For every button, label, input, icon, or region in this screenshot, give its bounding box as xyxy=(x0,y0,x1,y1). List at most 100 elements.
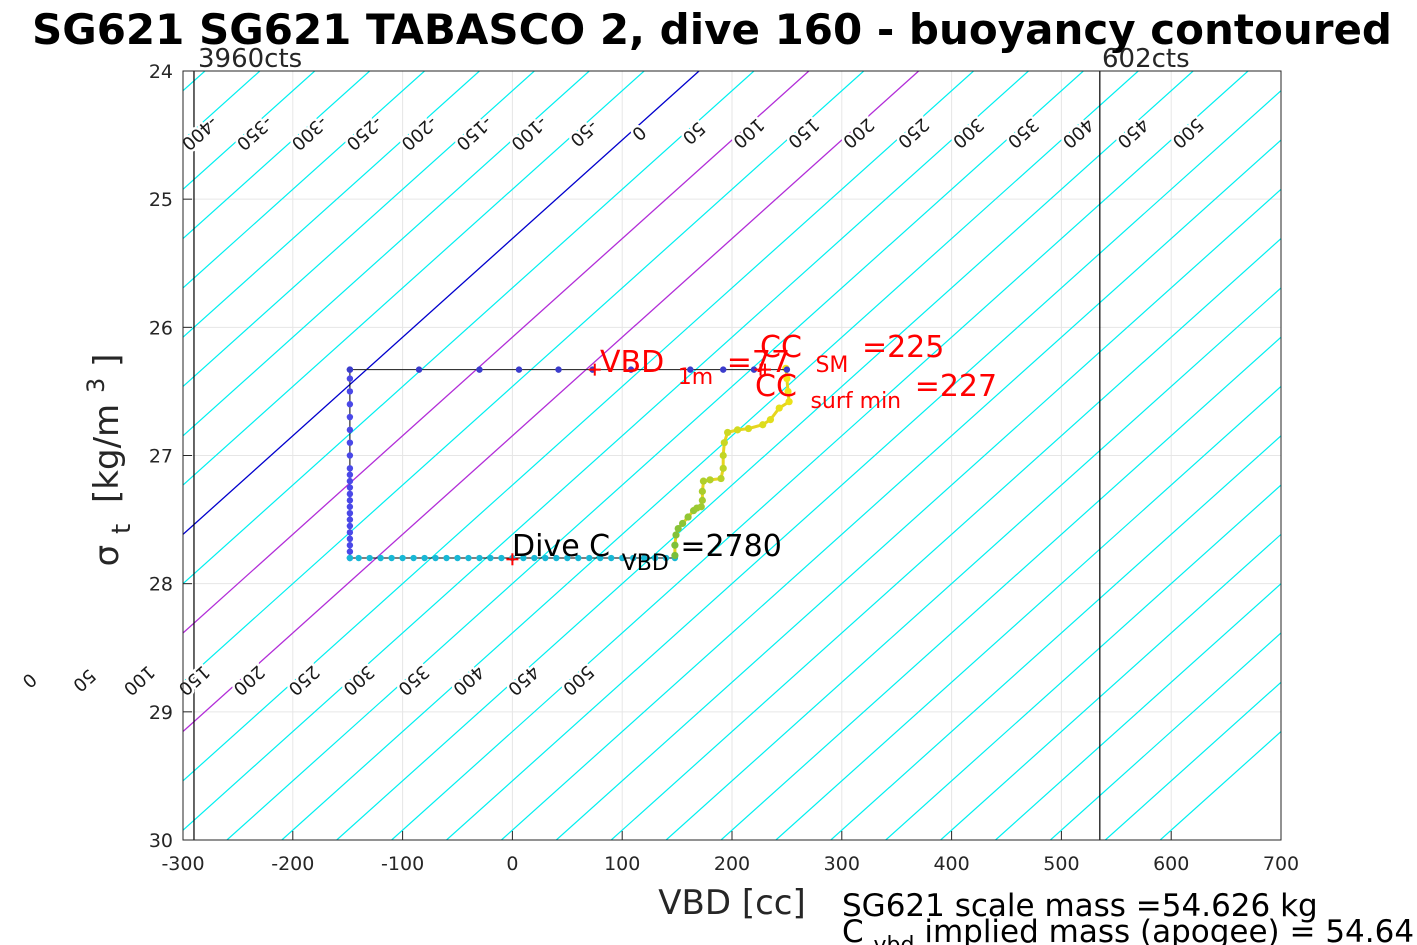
track-point xyxy=(717,474,725,483)
track-point xyxy=(719,451,727,460)
scale-mass-text: SG621 scale mass =54.626 kg xyxy=(842,888,1318,924)
contour-line xyxy=(391,71,1249,840)
track-point xyxy=(346,497,354,504)
vbd-1m-sub: 1m xyxy=(678,365,713,390)
track-point xyxy=(542,554,549,562)
contour-line xyxy=(183,71,700,536)
y-tick-label: 30 xyxy=(149,830,173,852)
track-point xyxy=(564,554,571,562)
track-point xyxy=(346,484,354,491)
y-axis-label: σ t [kg/m 3 ] xyxy=(73,354,139,567)
track-point xyxy=(597,554,604,562)
track-point xyxy=(346,471,354,478)
track-point xyxy=(520,554,527,562)
track-point xyxy=(766,416,775,424)
cc-sm-annotation: CC SM =225 xyxy=(760,330,944,380)
track-point xyxy=(454,554,461,562)
y-label-sup: 3 xyxy=(82,378,110,393)
track-point xyxy=(744,424,753,433)
cc-sm-sub: SM xyxy=(815,353,848,378)
track-point xyxy=(640,554,648,562)
contour-line xyxy=(830,434,1281,840)
x-tick-label: -100 xyxy=(381,853,424,875)
x-tick-label: 200 xyxy=(714,853,750,875)
contour-line xyxy=(501,139,1281,840)
contour-line xyxy=(940,533,1281,840)
track-point xyxy=(719,464,727,472)
track-point xyxy=(346,503,354,510)
track-point xyxy=(784,387,792,396)
x-tick-label: 300 xyxy=(824,853,860,875)
vbd-limit-label-min: 3960cts xyxy=(198,44,302,74)
y-tick-label: 29 xyxy=(149,702,173,724)
track-point xyxy=(697,503,705,511)
track-point xyxy=(651,554,659,562)
track-point xyxy=(629,554,637,562)
contour-line xyxy=(446,89,1281,840)
track-point xyxy=(627,366,635,373)
track-point xyxy=(346,509,354,517)
y-tick-label: 24 xyxy=(149,61,173,83)
buoyancy-contours xyxy=(0,71,1281,840)
track-point xyxy=(346,439,354,446)
track-point xyxy=(346,516,354,523)
contour-line xyxy=(1050,632,1281,840)
track-point xyxy=(733,426,742,434)
contour-line xyxy=(183,71,920,733)
track-point xyxy=(619,554,626,562)
vbd-1m-base: VBD xyxy=(600,345,664,380)
track-point xyxy=(346,465,354,472)
dive-track xyxy=(346,364,793,562)
contour-line xyxy=(775,385,1281,840)
contour-line xyxy=(183,71,371,240)
contour-line xyxy=(885,484,1281,840)
y-tick-label: 26 xyxy=(149,317,173,339)
contour-label-bottom: 50 xyxy=(68,665,99,696)
track-point xyxy=(476,554,483,562)
track-point xyxy=(415,366,423,373)
contour-line xyxy=(610,237,1281,840)
implied-mass-sub: vbd xyxy=(874,933,915,945)
cc-surf-value: =227 xyxy=(915,369,997,404)
track-point xyxy=(346,529,354,536)
track-point xyxy=(346,490,354,498)
track-point xyxy=(672,531,680,539)
track-point xyxy=(724,428,732,437)
track-point xyxy=(346,542,354,549)
implied-mass-text: C vbd implied mass (apogee) = 54.64 xyxy=(842,914,1414,945)
contour-line xyxy=(720,336,1281,840)
dive-cvbd-value: =2780 xyxy=(680,529,781,564)
contour-line xyxy=(226,71,1084,840)
cc-surf-sub: surf min xyxy=(810,389,901,414)
contour-line xyxy=(183,71,590,437)
track-point xyxy=(783,366,791,373)
track-point xyxy=(608,554,615,562)
track-point xyxy=(750,366,758,373)
track-point xyxy=(555,366,562,373)
x-tick-label: -300 xyxy=(161,853,204,875)
contour-line xyxy=(183,71,974,782)
track-point xyxy=(346,401,354,408)
track-point xyxy=(575,554,582,562)
track-point xyxy=(443,554,450,562)
track-point xyxy=(671,541,679,549)
track-point xyxy=(586,554,593,562)
track-point xyxy=(346,477,354,485)
track-point xyxy=(775,404,783,412)
x-tick-label: 700 xyxy=(1263,853,1299,875)
track-point xyxy=(346,535,354,543)
cc-sm-base: CC xyxy=(760,330,802,365)
dive-cvbd-sub: VBD xyxy=(622,551,669,576)
y-label-symbol: σ xyxy=(87,545,127,567)
y-label-sub: t xyxy=(107,524,137,534)
contour-line xyxy=(183,71,1029,831)
cc-sm-value: =225 xyxy=(862,330,944,365)
contour-line xyxy=(0,71,95,840)
track-point xyxy=(671,551,679,560)
contour-line xyxy=(555,188,1281,840)
track-point xyxy=(684,513,692,521)
x-tick-label: 0 xyxy=(506,853,518,875)
track-point xyxy=(432,554,439,562)
vbd-limit-lines xyxy=(193,71,1101,840)
contour-line xyxy=(183,71,480,338)
